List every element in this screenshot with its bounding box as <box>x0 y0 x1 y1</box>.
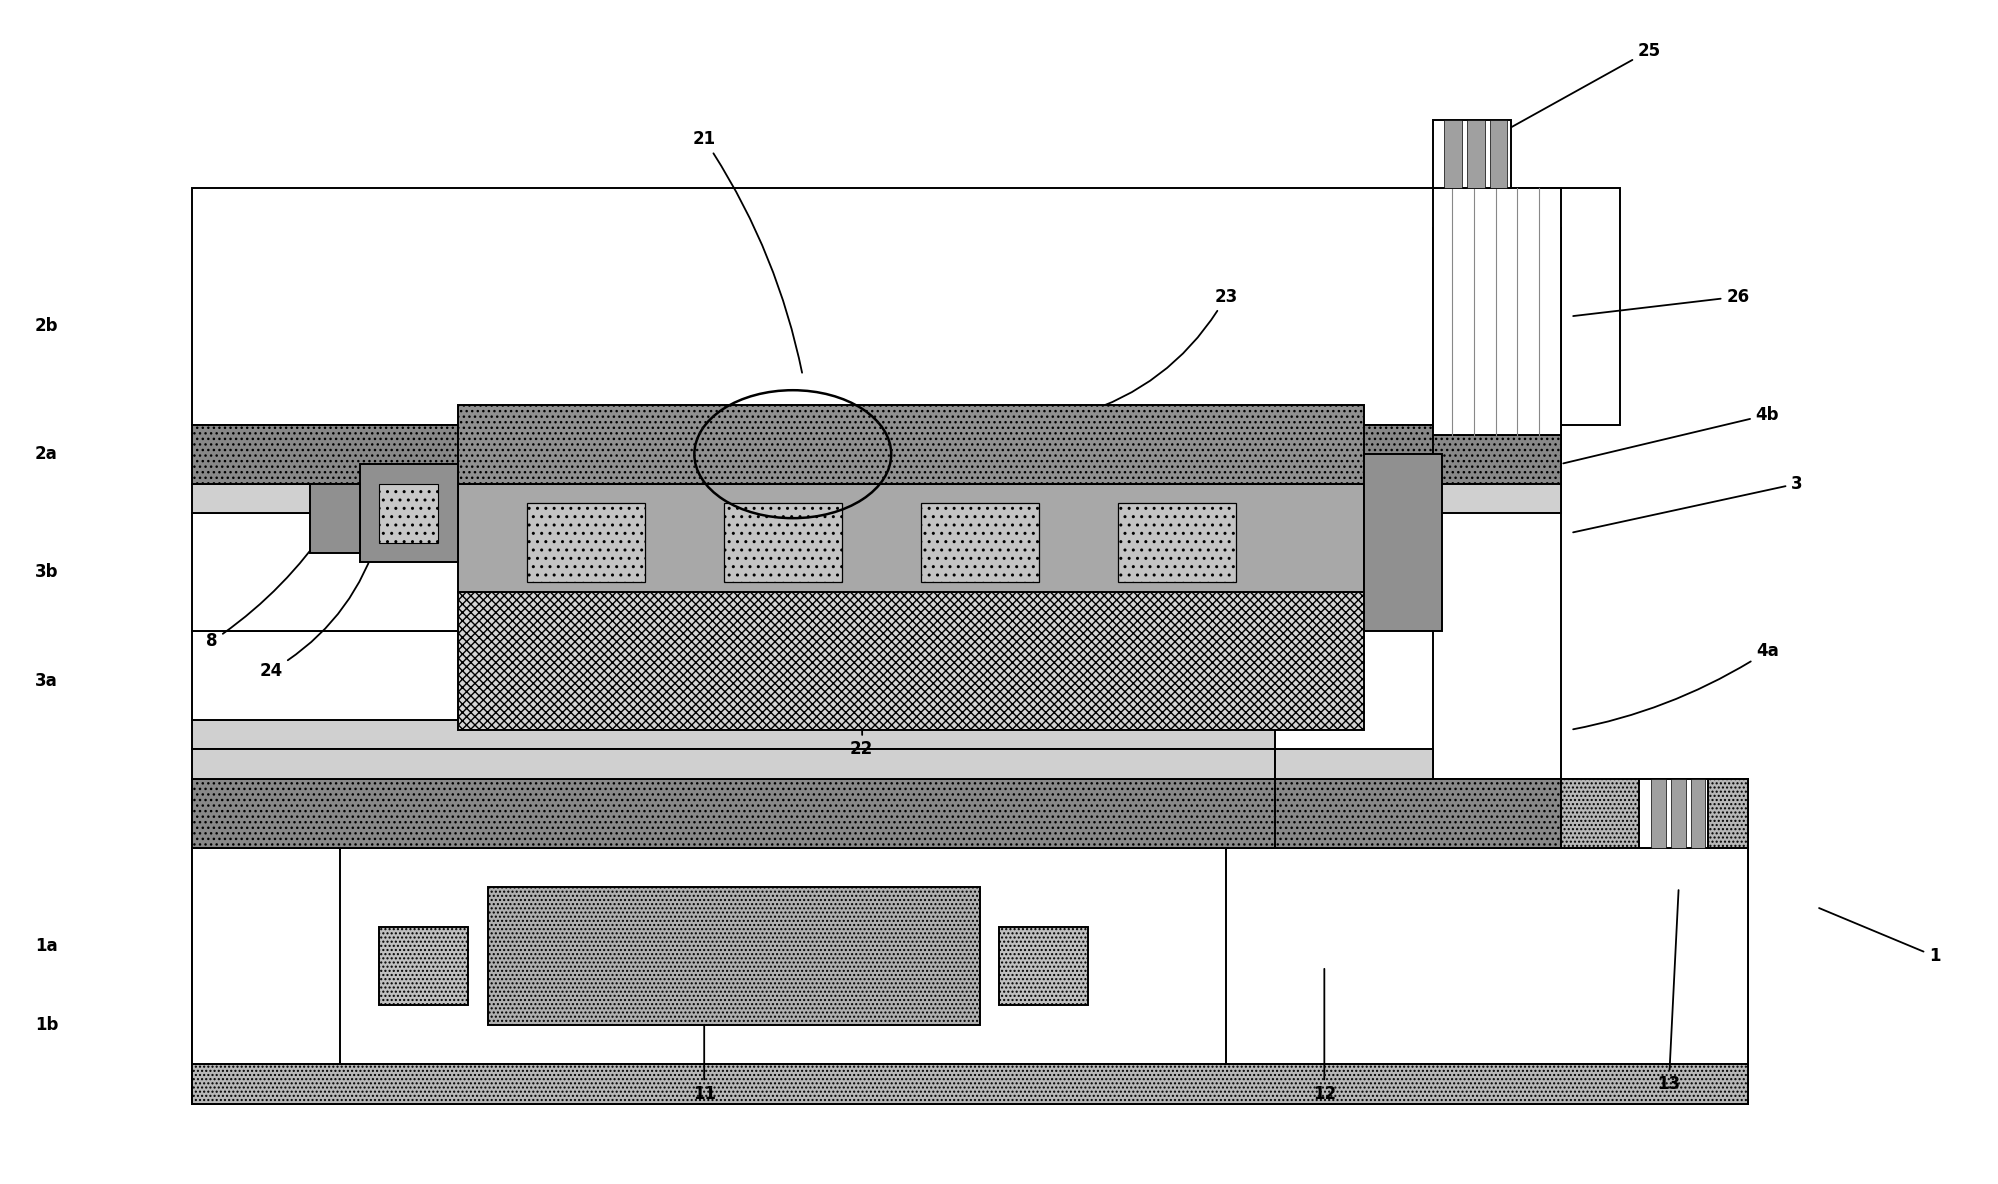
Text: 1b: 1b <box>34 1016 58 1034</box>
Bar <box>723 503 841 583</box>
Bar <box>192 720 1275 749</box>
Bar <box>1117 503 1235 583</box>
Bar <box>488 887 979 1025</box>
Bar <box>192 513 1275 631</box>
Text: 1a: 1a <box>34 938 58 955</box>
Text: 22: 22 <box>803 574 873 759</box>
Text: 1: 1 <box>1818 908 1940 965</box>
Text: 8: 8 <box>206 526 328 650</box>
Bar <box>1638 779 1708 848</box>
Text: 21: 21 <box>691 130 801 373</box>
Bar <box>340 848 1225 1064</box>
Bar <box>921 503 1039 583</box>
Bar <box>1445 120 1461 188</box>
Bar <box>192 779 1275 848</box>
Bar <box>1489 120 1506 188</box>
Bar <box>1670 779 1684 848</box>
Bar <box>1650 779 1664 848</box>
Bar <box>1433 484 1560 513</box>
Bar <box>1275 779 1560 848</box>
Bar <box>192 425 1471 484</box>
Bar <box>380 927 468 1005</box>
Bar <box>999 927 1087 1005</box>
Text: 13: 13 <box>1656 890 1680 1093</box>
Text: 6: 6 <box>679 671 689 689</box>
Text: 26: 26 <box>1572 288 1748 316</box>
Bar <box>1433 227 1560 779</box>
Bar <box>192 779 1746 848</box>
Bar <box>192 631 1275 720</box>
Bar <box>1433 120 1510 188</box>
Text: 2b: 2b <box>34 317 58 335</box>
Text: 23: 23 <box>1081 288 1237 414</box>
Bar <box>310 484 360 553</box>
Bar <box>192 749 1275 779</box>
Text: 4a: 4a <box>1572 642 1778 729</box>
Text: 12: 12 <box>1313 969 1335 1103</box>
Bar <box>1275 749 1433 779</box>
Bar <box>360 464 458 562</box>
Bar <box>527 503 645 583</box>
Bar <box>1363 455 1443 631</box>
Bar <box>458 592 1363 729</box>
Bar <box>1433 435 1560 484</box>
Text: 27: 27 <box>1323 594 1381 700</box>
Bar <box>1467 120 1485 188</box>
Bar <box>192 1064 1746 1103</box>
Bar <box>192 779 1746 1103</box>
Bar <box>192 188 1618 425</box>
Text: 11: 11 <box>693 998 715 1103</box>
Bar <box>1433 188 1560 435</box>
Text: 25: 25 <box>1475 41 1660 148</box>
Text: 3a: 3a <box>34 671 58 689</box>
Text: 24: 24 <box>260 535 378 680</box>
Bar <box>458 484 1363 592</box>
Text: 5: 5 <box>609 425 621 444</box>
Bar <box>380 484 438 542</box>
Text: 3b: 3b <box>34 564 58 581</box>
Bar <box>458 405 1363 484</box>
Text: 4b: 4b <box>1562 406 1778 463</box>
Bar <box>1690 779 1704 848</box>
Text: 3: 3 <box>1572 475 1802 533</box>
Bar <box>192 484 1275 513</box>
Text: 2a: 2a <box>34 445 58 463</box>
Bar <box>192 848 1746 1064</box>
